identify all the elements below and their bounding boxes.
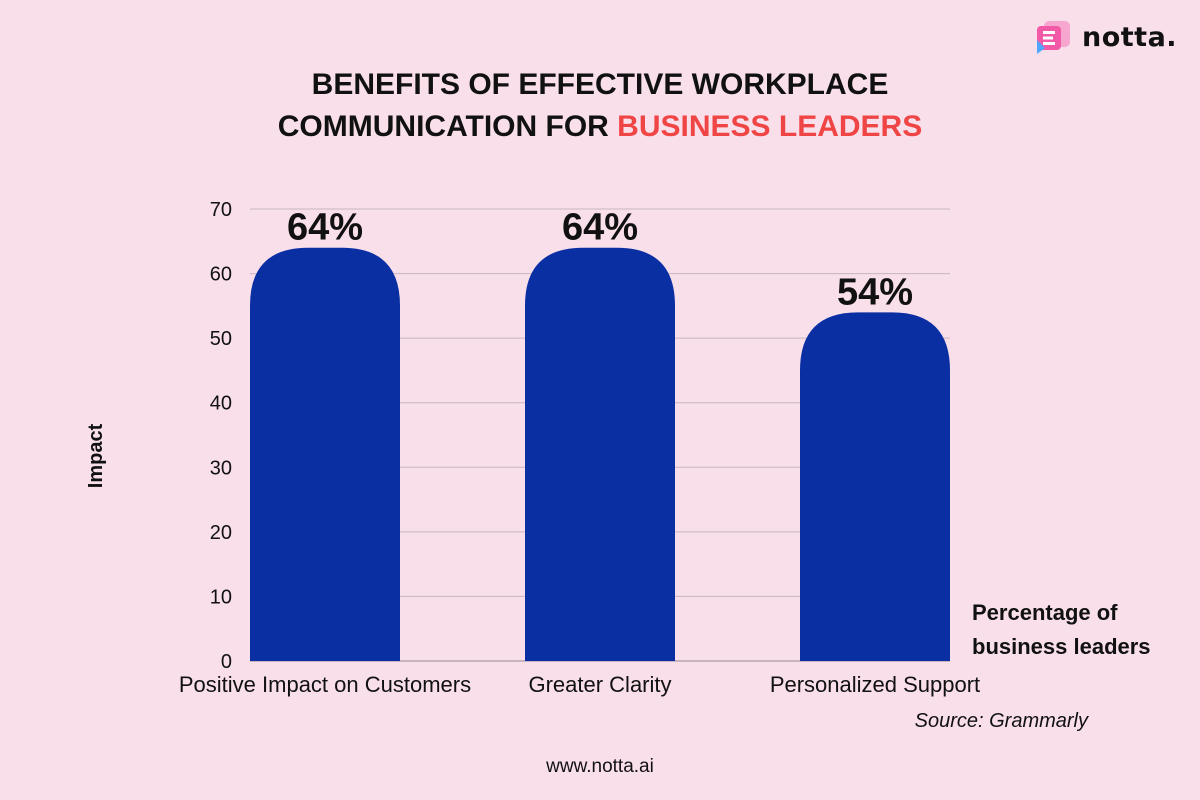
legend-line-1: Percentage of: [972, 600, 1118, 625]
x-tick-label: Personalized Support: [770, 672, 980, 697]
source-note: Source: Grammarly: [915, 710, 1089, 732]
legend-line-2: business leaders: [972, 634, 1151, 659]
bar: [250, 247, 400, 661]
y-tick-label: 10: [210, 586, 232, 608]
footer-url: www.notta.ai: [546, 756, 654, 777]
y-tick-label: 20: [210, 522, 232, 544]
logo-text: notta.: [1082, 21, 1178, 53]
x-tick-labels: Positive Impact on Customers Greater Clar…: [179, 672, 980, 697]
title-line-2-prefix: COMMUNICATION FOR: [277, 110, 618, 143]
x-tick-label: Positive Impact on Customers: [179, 672, 471, 697]
bar: [800, 312, 950, 661]
title-accent: BUSINESS LEADERS: [617, 110, 923, 143]
y-tick-label: 60: [210, 264, 232, 286]
data-labels: 64% 64% 54%: [287, 207, 913, 314]
y-tick-label: 30: [210, 457, 232, 479]
title-line-2: COMMUNICATION FOR BUSINESS LEADERS: [0, 106, 1200, 148]
data-label: 54%: [837, 271, 913, 313]
y-tick-label: 0: [221, 651, 232, 673]
y-axis-label: Impact: [85, 423, 107, 488]
title-line-1: BENEFITS OF EFFECTIVE WORKPLACE: [311, 68, 889, 101]
y-tick-label: 70: [210, 199, 232, 221]
data-label: 64%: [287, 207, 363, 249]
bars: [250, 247, 950, 661]
bar: [525, 247, 675, 661]
x-tick-label: Greater Clarity: [528, 672, 671, 697]
data-label: 64%: [562, 207, 638, 249]
chart-title: BENEFITS OF EFFECTIVE WORKPLACE COMMUNIC…: [0, 64, 1200, 148]
legend: Percentage of business leaders: [972, 600, 1151, 659]
notta-logo-icon: [1037, 21, 1070, 54]
y-tick-labels: 0 10 20 30 40 50 60 70: [210, 199, 232, 673]
y-tick-label: 40: [210, 393, 232, 415]
y-tick-label: 50: [210, 328, 232, 350]
notta-logo: notta.: [1034, 20, 1177, 54]
